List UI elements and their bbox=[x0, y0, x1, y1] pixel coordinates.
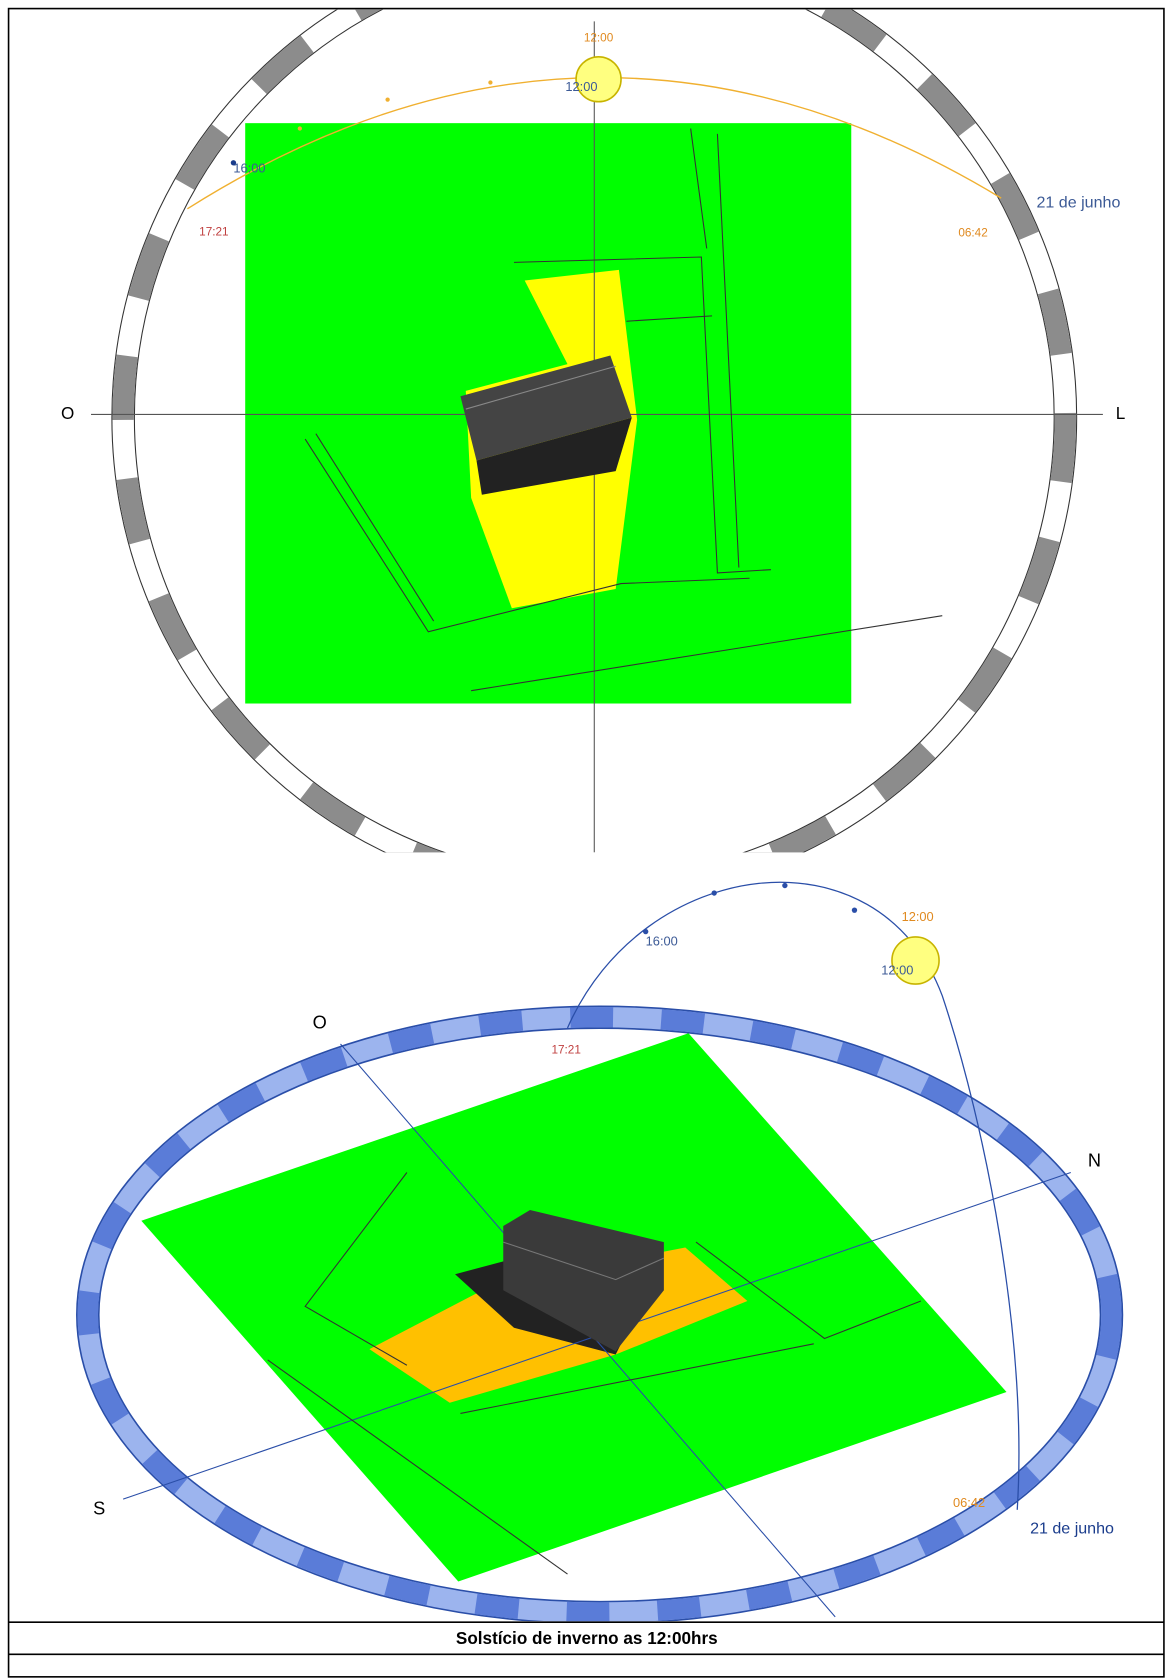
hour-dot bbox=[851, 907, 858, 913]
building-shadow bbox=[476, 417, 632, 495]
sun-time: 12:00 bbox=[902, 909, 934, 924]
hour-label: 16:00 bbox=[646, 934, 678, 949]
sun bbox=[575, 55, 622, 103]
east-label: L bbox=[1116, 403, 1126, 423]
sun bbox=[891, 936, 940, 985]
sun-time: 12:00 bbox=[565, 79, 597, 94]
west-label: O bbox=[61, 403, 74, 423]
site-lines bbox=[267, 1172, 922, 1575]
building-detail bbox=[503, 1241, 665, 1281]
building-detail bbox=[465, 365, 616, 410]
ring-segments bbox=[77, 1007, 1122, 1622]
hour-dot bbox=[297, 126, 302, 131]
top-view: 12:00 12:00 16:00 17:21 06:42 21 de junh… bbox=[61, 9, 1126, 853]
sunset-label: 17:21 bbox=[551, 1044, 580, 1057]
building bbox=[503, 1209, 664, 1352]
date-label: 21 de junho bbox=[1030, 1519, 1114, 1537]
sunrise-label: 06:42 bbox=[958, 227, 987, 240]
hour-dot bbox=[642, 928, 649, 935]
sunset-label: 17:21 bbox=[199, 225, 228, 238]
perspective-view: 12:00 12:00 16:00 17:21 06:42 21 de junh… bbox=[76, 881, 1124, 1622]
hour-label: 16:00 bbox=[233, 161, 265, 176]
sunrise-label: 06:42 bbox=[953, 1495, 985, 1510]
building-roof bbox=[460, 355, 632, 461]
caption: Solstício de inverno as 12:00hrs bbox=[456, 1628, 718, 1648]
frame bbox=[7, 7, 1165, 1678]
north-label: N bbox=[1088, 1151, 1101, 1171]
hour-dot bbox=[782, 882, 788, 889]
sun-path bbox=[566, 881, 1020, 1510]
hour-dot bbox=[488, 80, 493, 85]
date-label: 21 de junho bbox=[1037, 194, 1121, 212]
south-label: S bbox=[93, 1499, 105, 1519]
hour-dot bbox=[230, 160, 237, 166]
hour-dot bbox=[385, 97, 390, 102]
site-lines bbox=[304, 128, 943, 692]
west-label: O bbox=[313, 1012, 327, 1032]
sun-time: 12:00 bbox=[881, 963, 913, 978]
hour-dot bbox=[711, 890, 717, 896]
sun-time: 12:00 bbox=[584, 32, 614, 45]
ring-segments bbox=[112, 9, 1076, 853]
